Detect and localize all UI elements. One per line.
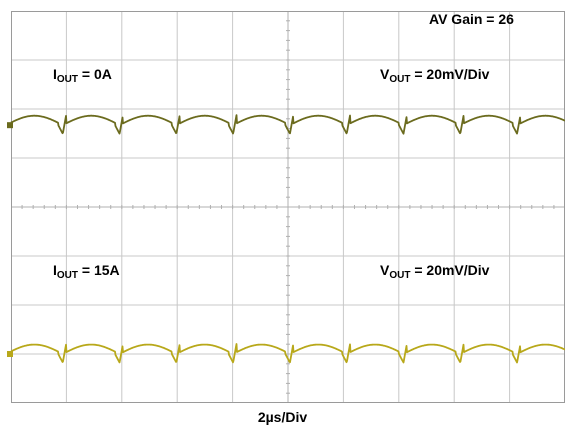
trace-bottom-current-label: IOUT = 15A (53, 262, 120, 281)
x-axis-label: 2µs/Div (257, 409, 308, 425)
trace-top-current-label: IOUT = 0A (53, 66, 112, 85)
gain-label: AV Gain = 26 (429, 11, 514, 27)
channel-marker (7, 122, 13, 129)
channel-marker (7, 351, 13, 357)
trace-top-vout-ripple (10, 114, 565, 135)
trace-top-voltage-label: VOUT = 20mV/Div (380, 66, 490, 85)
trace-bottom-vout-ripple (10, 343, 565, 364)
trace-bottom-voltage-label: VOUT = 20mV/Div (380, 262, 490, 281)
